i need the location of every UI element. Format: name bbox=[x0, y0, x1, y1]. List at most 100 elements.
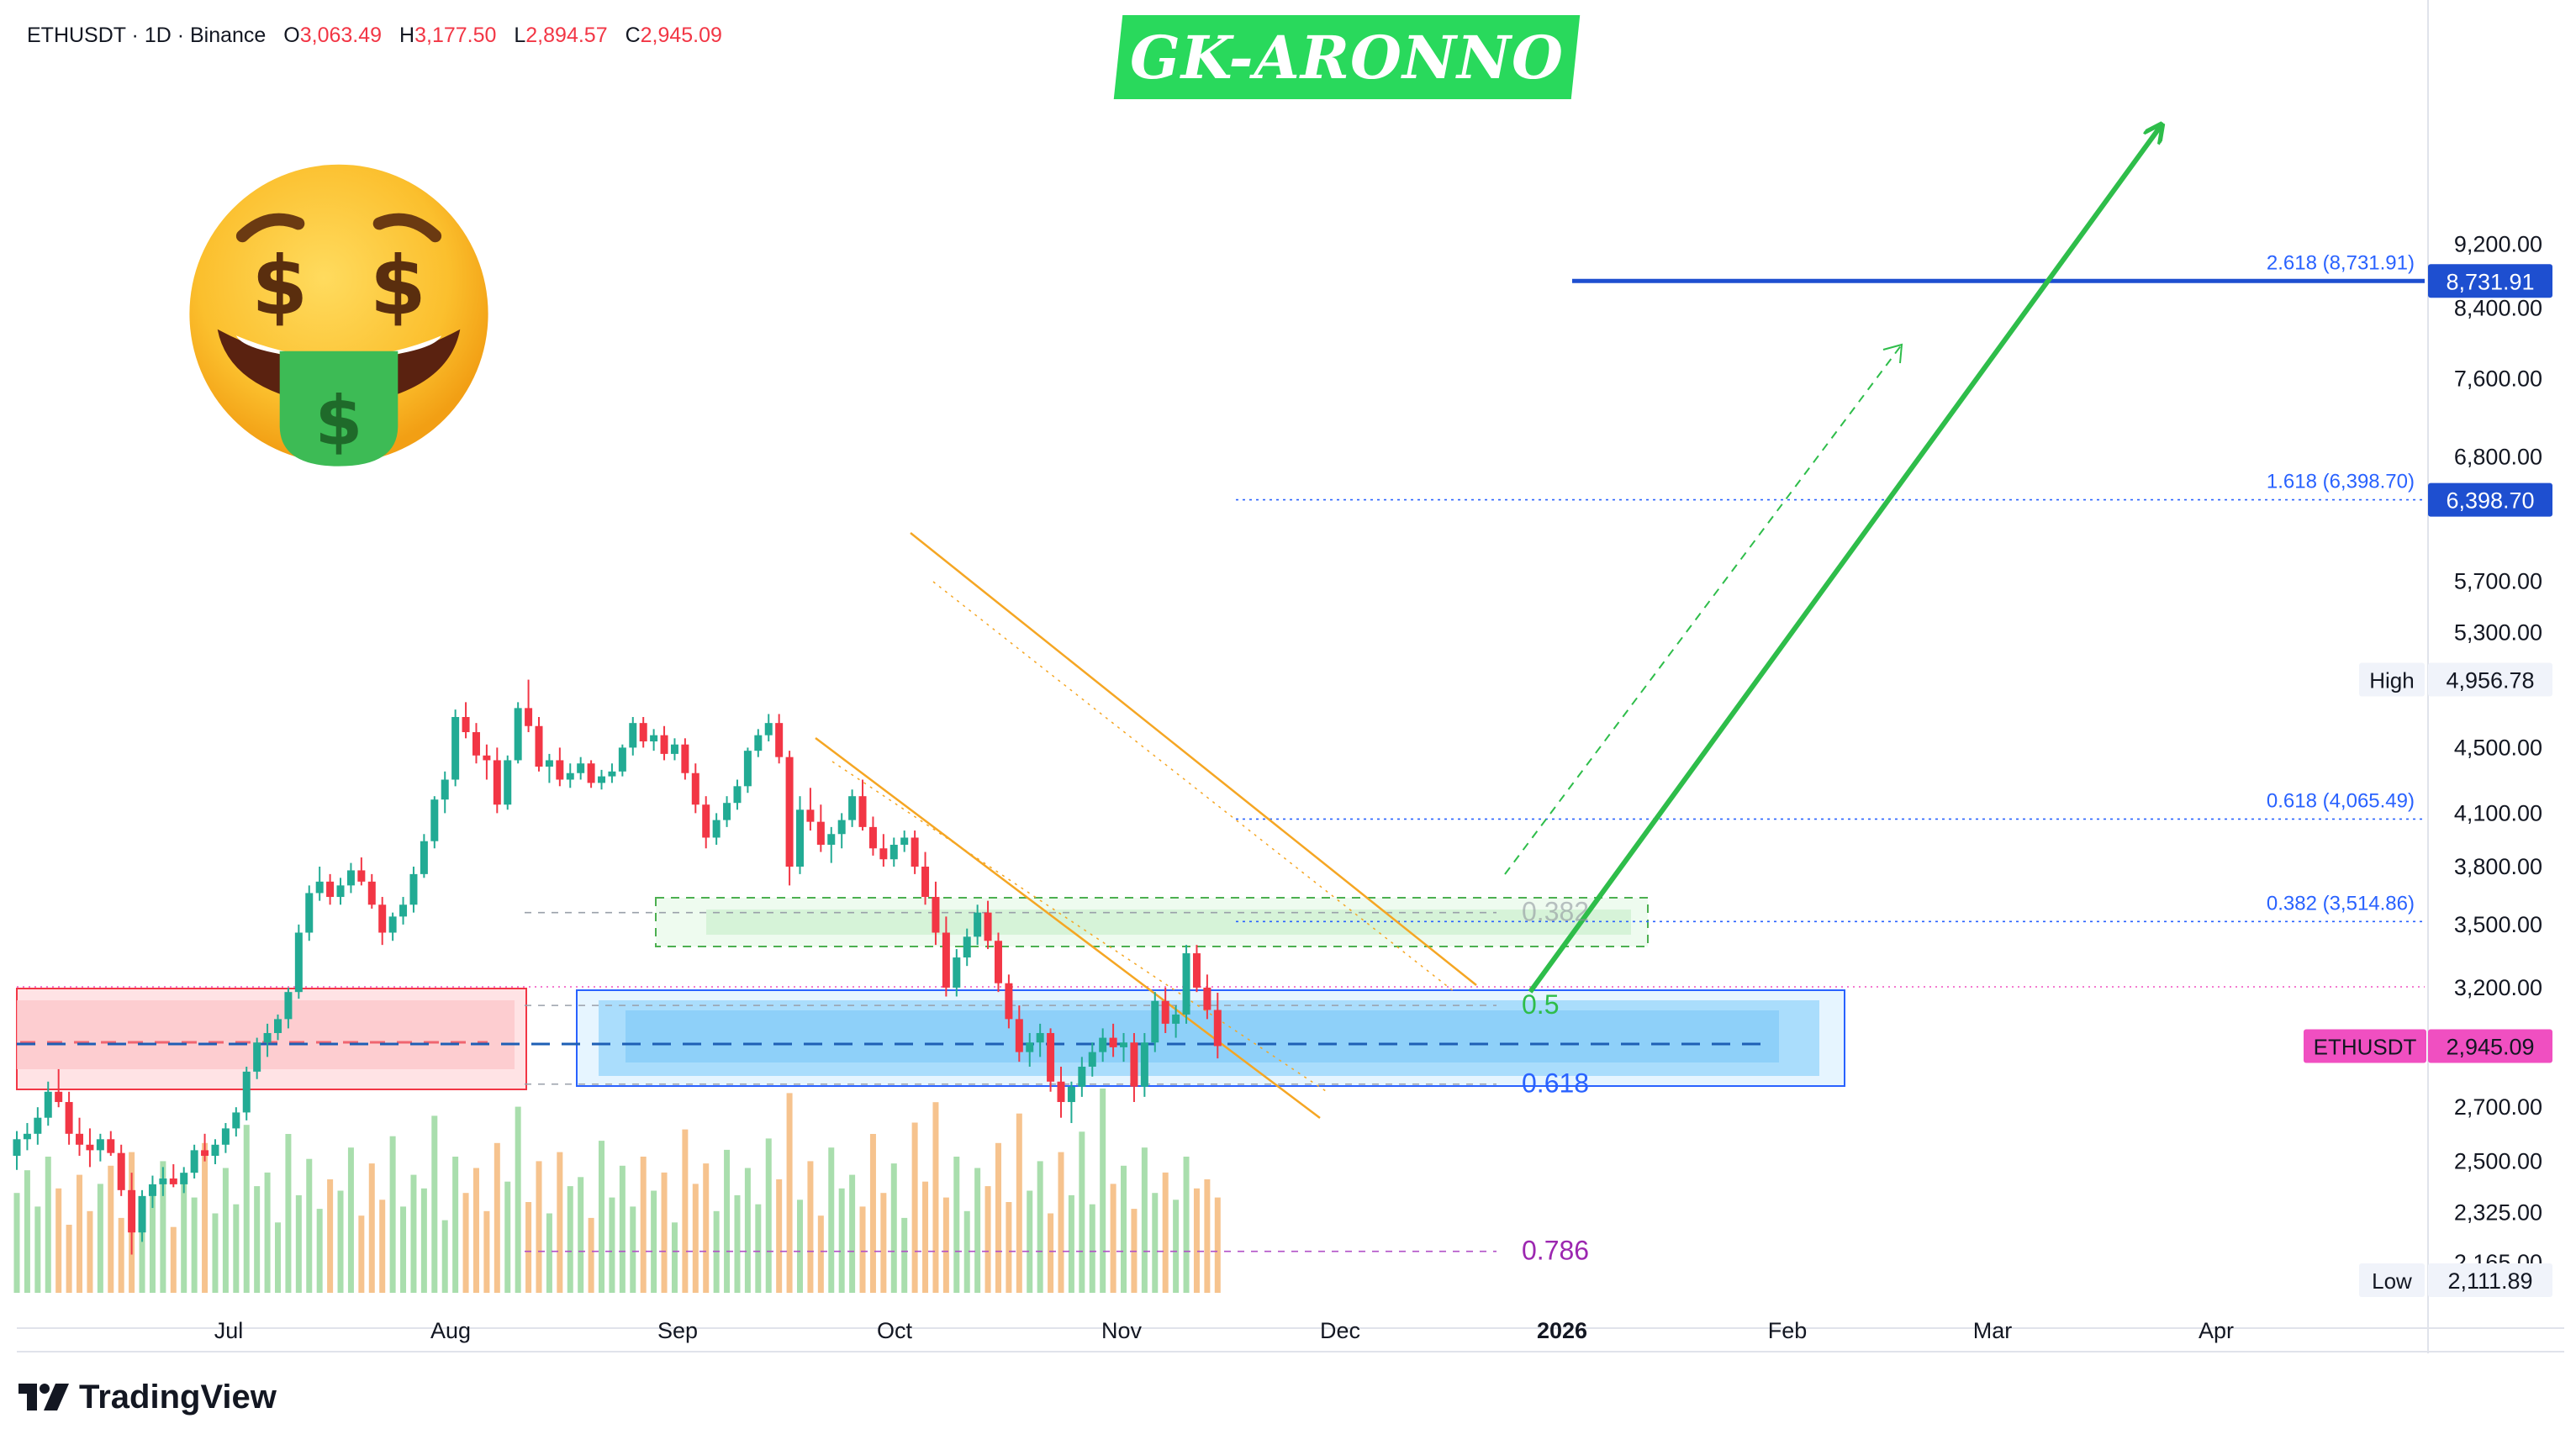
candle-body bbox=[13, 1139, 21, 1156]
candle-body bbox=[242, 1071, 251, 1113]
price-axis-tick: 2,325.00 bbox=[2454, 1200, 2542, 1225]
open-value: 3,063.49 bbox=[299, 24, 383, 47]
candle-body bbox=[911, 837, 919, 867]
volume-bar bbox=[953, 1157, 960, 1293]
price-tag bbox=[2428, 264, 2552, 298]
symbol-header: ETHUSDT · 1D · Binance O3,063.49 H3,177.… bbox=[27, 24, 722, 48]
volume-bar bbox=[181, 1179, 187, 1293]
candle-body bbox=[1036, 1032, 1044, 1043]
volume-bar bbox=[1173, 1200, 1180, 1293]
time-axis-tick: Sep bbox=[657, 1318, 698, 1343]
volume-bar bbox=[483, 1210, 490, 1293]
symbol-tag-label: ETHUSDT bbox=[2314, 1034, 2417, 1059]
candle-body bbox=[764, 723, 773, 736]
candle-body bbox=[388, 916, 397, 933]
candle-body bbox=[1140, 1042, 1148, 1087]
candles bbox=[13, 679, 1222, 1255]
volume-bar bbox=[1121, 1165, 1127, 1293]
svg-text:$: $ bbox=[251, 239, 308, 333]
candle-body bbox=[1182, 953, 1190, 1015]
plain-tag bbox=[2359, 1263, 2425, 1297]
open-label: O bbox=[283, 24, 300, 47]
volume-bar bbox=[724, 1149, 731, 1293]
time-axis-tick: 2026 bbox=[1537, 1318, 1587, 1343]
candle-body bbox=[1203, 987, 1211, 1010]
volume-bar bbox=[1058, 1152, 1064, 1293]
candle-body bbox=[211, 1144, 219, 1156]
candle-body bbox=[723, 803, 731, 820]
candle-body bbox=[128, 1189, 136, 1233]
candle-body bbox=[598, 776, 606, 783]
close-value: 2,945.09 bbox=[640, 24, 722, 47]
tradingview-logo[interactable]: TradingView bbox=[18, 1379, 277, 1416]
channel-inner-line bbox=[831, 761, 1329, 1094]
candle-body bbox=[96, 1139, 104, 1151]
volume-bar bbox=[327, 1179, 334, 1293]
projection-dashed-arrowhead bbox=[1882, 343, 1903, 364]
candle-body bbox=[1172, 1014, 1180, 1024]
fib-extension-label: 0.382 (3,514.86) bbox=[2267, 892, 2415, 915]
volume-bar bbox=[504, 1181, 511, 1293]
candle-body bbox=[535, 725, 543, 767]
candle-body bbox=[378, 904, 387, 933]
candle-body bbox=[691, 772, 699, 805]
volume-bar bbox=[264, 1172, 271, 1293]
candle-body bbox=[785, 757, 794, 867]
volume-bar bbox=[368, 1163, 375, 1293]
volume-bar bbox=[692, 1184, 699, 1293]
price-axis-tick: 2,500.00 bbox=[2454, 1149, 2542, 1174]
volume-bar bbox=[901, 1217, 908, 1293]
volume-bar bbox=[640, 1157, 647, 1293]
candle-body bbox=[702, 804, 710, 838]
candle-body bbox=[253, 1042, 261, 1072]
candle-body bbox=[1015, 1019, 1023, 1052]
volume-bar bbox=[525, 1202, 532, 1293]
volume-bar bbox=[149, 1190, 156, 1293]
volume-bar bbox=[838, 1188, 845, 1293]
candle-body bbox=[733, 786, 742, 804]
candle-body bbox=[263, 1032, 272, 1043]
volume-bar bbox=[66, 1225, 72, 1293]
candle-body bbox=[1213, 1010, 1222, 1047]
volume-bar bbox=[222, 1168, 229, 1293]
volume-bar bbox=[254, 1186, 261, 1293]
candle-body bbox=[472, 732, 480, 756]
volume-bar bbox=[567, 1186, 573, 1293]
candle-body bbox=[868, 826, 877, 849]
volume-bar bbox=[807, 1161, 814, 1293]
svg-text:$: $ bbox=[315, 382, 363, 461]
candle-body bbox=[117, 1152, 125, 1190]
volume-bar bbox=[599, 1141, 605, 1293]
candle-body bbox=[367, 881, 376, 905]
price-axis-tick: 6,800.00 bbox=[2454, 445, 2542, 470]
volume-bar bbox=[963, 1210, 970, 1293]
time-axis-tick: Oct bbox=[877, 1318, 913, 1343]
volume-bar bbox=[849, 1174, 856, 1293]
high-value: 3,177.50 bbox=[414, 24, 497, 47]
time-axis-tick: Jul bbox=[214, 1318, 244, 1343]
volume-bar bbox=[1068, 1194, 1074, 1293]
volume-bar bbox=[24, 1170, 30, 1293]
candle-body bbox=[294, 932, 303, 993]
fib-extension-label: 0.618 (4,065.49) bbox=[2267, 789, 2415, 812]
volume-bar bbox=[1152, 1193, 1159, 1293]
low-label: L bbox=[514, 24, 526, 47]
candle-body bbox=[1026, 1042, 1034, 1052]
fib-retracement-label: 0.5 bbox=[1522, 989, 1559, 1020]
candle-body bbox=[1078, 1066, 1086, 1087]
tradingview-logo-text: TradingView bbox=[79, 1379, 277, 1416]
candle-body bbox=[430, 799, 439, 841]
candle-body bbox=[1067, 1086, 1075, 1103]
fib-0.5-zone-inner bbox=[706, 910, 1631, 935]
volume-bar bbox=[275, 1222, 281, 1293]
candle-body bbox=[1057, 1081, 1065, 1103]
volume-bar bbox=[441, 1220, 448, 1293]
volume-bar bbox=[389, 1136, 396, 1293]
time-axis-tick: Mar bbox=[1973, 1318, 2013, 1343]
tradingview-logo-icon bbox=[18, 1383, 69, 1410]
volume-bar bbox=[557, 1152, 563, 1293]
candle-body bbox=[483, 755, 491, 761]
volume-bar bbox=[890, 1163, 897, 1293]
plain-tag bbox=[2359, 662, 2425, 697]
